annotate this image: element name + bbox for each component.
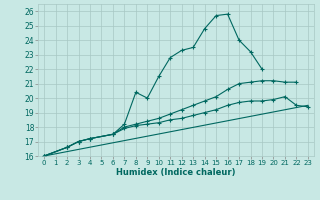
X-axis label: Humidex (Indice chaleur): Humidex (Indice chaleur) [116, 168, 236, 177]
